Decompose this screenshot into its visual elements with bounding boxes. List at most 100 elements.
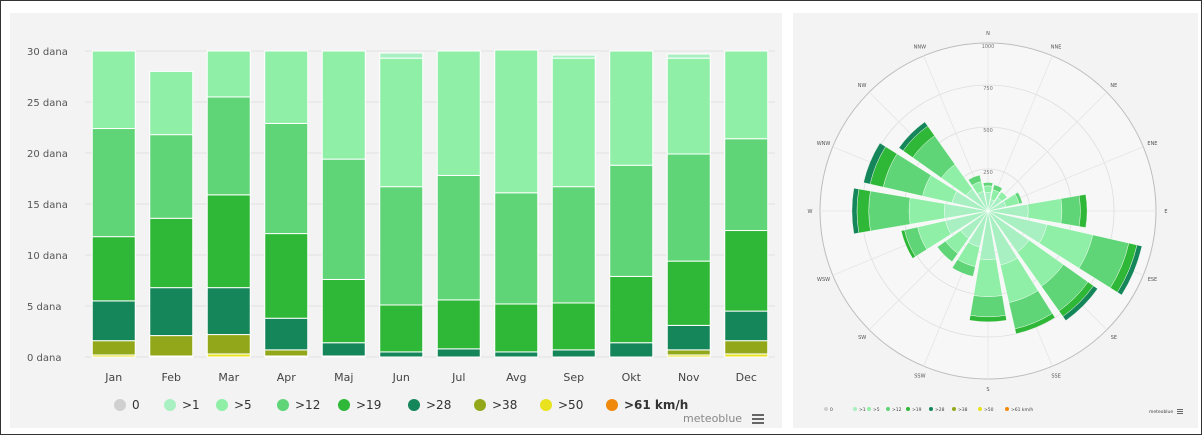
bar-segment-5-jun: [379, 57, 424, 188]
bar-segment-28-jan: [91, 300, 136, 342]
legend-label: >12: [295, 398, 320, 412]
y-tick-label: 15 dana: [27, 200, 68, 211]
direction-label-ene: ENE: [1147, 141, 1157, 147]
legend-item-0[interactable]: 0: [114, 398, 140, 412]
rose-legend-item-50[interactable]: >50: [978, 407, 994, 413]
direction-label-se: SE: [1111, 335, 1117, 341]
rose-legend-label: >38: [958, 407, 968, 413]
rose-legend-item-38[interactable]: >38: [952, 407, 968, 413]
legend-item-61-km-h[interactable]: >61 km/h: [606, 398, 688, 412]
rose-legend-item-61-km-h[interactable]: >61 km/h: [1005, 407, 1033, 413]
bar-segment-38-jan: [91, 340, 136, 356]
rose-legend-marker: [867, 407, 871, 411]
legend-item-1[interactable]: >1: [164, 398, 200, 412]
rose-sector-se-28: [1062, 285, 1098, 321]
legend-item-28[interactable]: >28: [408, 398, 451, 412]
direction-label-wsw: WSW: [817, 277, 830, 283]
meteoblue-brand-label: meteoblue: [683, 412, 742, 425]
bar-segment-12-avg: [494, 192, 539, 305]
bar-segment-5-nov: [666, 57, 711, 155]
rose-legend-marker: [1005, 407, 1009, 411]
rose-legend-item-28[interactable]: >28: [929, 407, 945, 413]
bar-segment-5-maj: [321, 50, 366, 160]
bar-segment-5-mar: [206, 50, 251, 98]
y-tick-label: 5 dana: [27, 302, 61, 313]
legend-item-5[interactable]: >5: [216, 398, 252, 412]
rose-legend-marker: [853, 407, 857, 411]
legend-label: >19: [356, 398, 381, 412]
bar-chart-x-axis: Jan Feb Mar Apr Maj Jun Jul Avg Sep Okt Nov Dec: [104, 371, 757, 384]
y-tick-label: 20 dana: [27, 149, 68, 160]
bar-segment-5-jan: [91, 50, 136, 130]
bar-segment-5-jul: [436, 50, 481, 176]
rose-legend-item-5[interactable]: >5: [867, 407, 880, 413]
bar-segment-12-mar: [206, 96, 251, 196]
bar-segment-19-maj: [321, 278, 366, 344]
hamburger-menu-icon[interactable]: [752, 414, 764, 424]
legend-marker: [277, 399, 289, 411]
legend-marker: [338, 399, 350, 411]
legend-marker: [114, 399, 126, 411]
rose-sector-sw-12: [937, 240, 959, 262]
bar-segment-19-apr: [264, 233, 309, 319]
rose-legend-marker: [824, 407, 828, 411]
rose-legend-marker: [952, 407, 956, 411]
bar-segment-19-jan: [91, 236, 136, 302]
legend-label: >28: [426, 398, 451, 412]
legend-item-19[interactable]: >19: [338, 398, 381, 412]
rose-sector-w-28: [851, 187, 860, 235]
legend-item-38[interactable]: >38: [474, 398, 517, 412]
legend-marker: [216, 399, 228, 411]
bar-segment-12-maj: [321, 158, 366, 280]
legend-marker: [540, 399, 552, 411]
y-tick-label: 0 dana: [27, 353, 61, 364]
rose-sector-sse-19: [1014, 313, 1056, 335]
bar-segment-5-apr: [264, 50, 309, 124]
x-tick-label: Jul: [451, 371, 465, 384]
x-tick-label: Maj: [334, 371, 353, 384]
rose-spoke: [987, 55, 1053, 212]
bar-segment-28-nov: [666, 324, 711, 351]
legend-item-50[interactable]: >50: [540, 398, 583, 412]
rose-sector-ene-12: [1014, 191, 1023, 205]
direction-label-ssw: SSW: [914, 373, 925, 379]
y-tick-label: 30 dana: [27, 47, 68, 58]
rose-legend-item-19[interactable]: >19: [906, 407, 922, 413]
rose-sector-w-19: [856, 188, 871, 234]
rose-legend-label: >28: [935, 407, 945, 413]
rose-sector-n-12: [982, 182, 994, 187]
bar-segment-19-sep: [551, 302, 596, 351]
bar-segment-19-avg: [494, 303, 539, 353]
bar-segment-19-nov: [666, 260, 711, 326]
wind-rose-brand-label: meteoblue: [1149, 409, 1173, 415]
rose-spoke: [987, 91, 1108, 212]
bar-segment-28-dec: [724, 310, 769, 342]
rose-legend-item-1[interactable]: >1: [853, 407, 866, 413]
legend-item-12[interactable]: >12: [277, 398, 320, 412]
wind-rose-sectors: [851, 121, 1143, 335]
rose-sector-ese-28: [1117, 244, 1143, 296]
rose-legend-item-12[interactable]: >12: [886, 407, 902, 413]
bar-segment-28-maj: [321, 342, 366, 357]
rose-sector-ne-5: [997, 191, 1008, 202]
bar-segment-12-apr: [264, 122, 309, 235]
rose-sector-w-12: [868, 190, 911, 232]
bar-segment-12-okt: [609, 164, 654, 277]
bar-segment-12-sep: [551, 186, 596, 304]
bar-segment-1-nov: [666, 53, 711, 59]
legend-marker: [474, 399, 486, 411]
rose-legend-marker: [929, 407, 933, 411]
bar-segment-28-avg: [494, 351, 539, 358]
bar-segment-38-dec: [724, 340, 769, 355]
rose-legend-item-0[interactable]: 0: [824, 407, 833, 413]
bar-segment-19-dec: [724, 230, 769, 312]
wind-rose-menu-icon[interactable]: [1177, 409, 1183, 414]
rose-legend-label: >50: [984, 407, 994, 413]
rose-sector-nne-12: [992, 184, 1003, 193]
legend-marker: [606, 399, 618, 411]
legend-marker: [164, 399, 176, 411]
wind-rose-direction-labels: N NNE NE ENE E ESE SE SSE S SSW SW WSW W WNW NW NNW: [808, 31, 1168, 393]
rose-legend-marker: [978, 407, 982, 411]
bar-segment-28-okt: [609, 342, 654, 358]
rose-sector-e-19: [1078, 194, 1088, 228]
